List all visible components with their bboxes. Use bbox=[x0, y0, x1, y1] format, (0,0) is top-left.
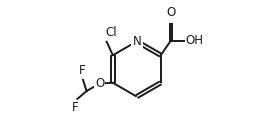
Text: O: O bbox=[166, 6, 176, 19]
Text: N: N bbox=[132, 35, 141, 48]
Text: F: F bbox=[72, 101, 79, 114]
Text: F: F bbox=[79, 64, 85, 77]
Text: O: O bbox=[95, 77, 104, 90]
Text: OH: OH bbox=[185, 34, 203, 47]
Text: Cl: Cl bbox=[105, 26, 117, 39]
